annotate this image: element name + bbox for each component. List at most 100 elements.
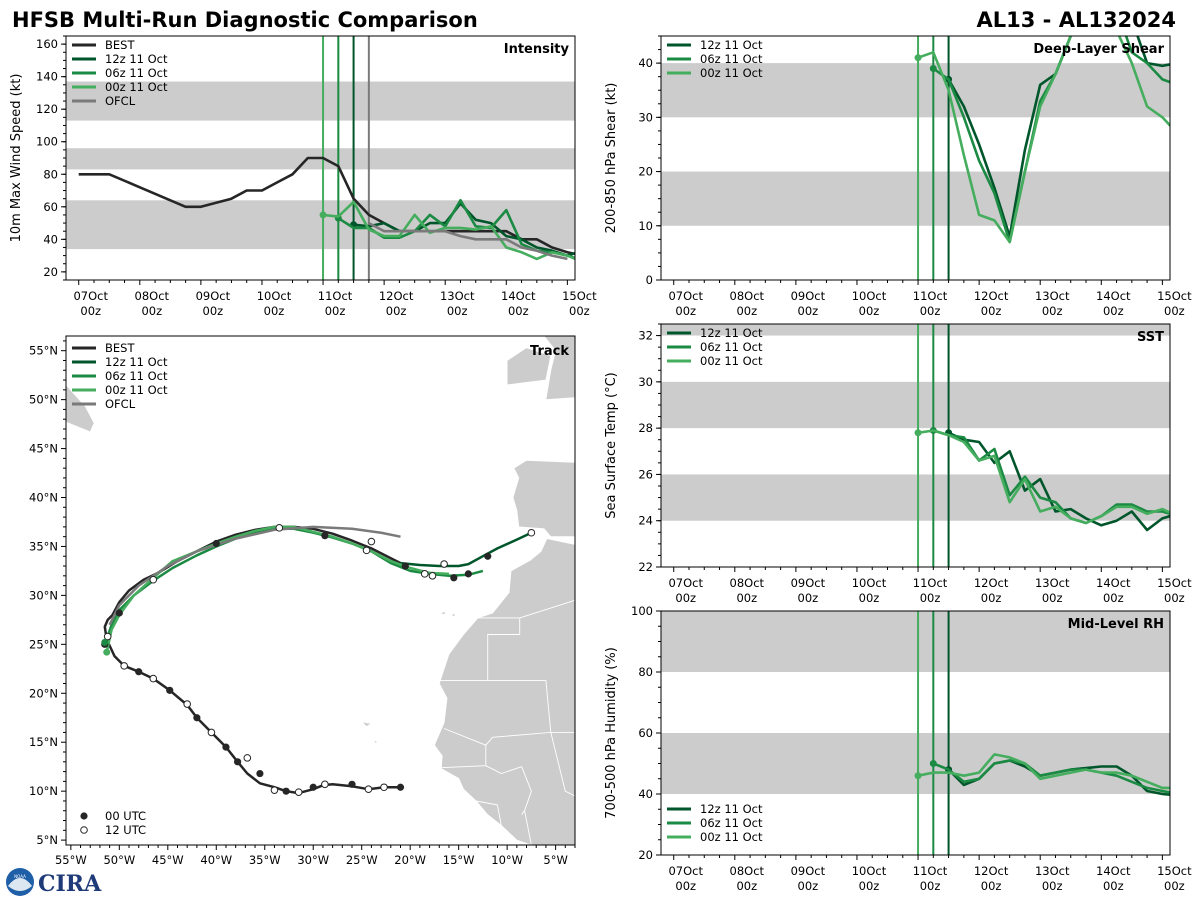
y-tick-label: 40 bbox=[43, 232, 58, 246]
y-tick-label: 0 bbox=[646, 273, 653, 287]
y-tick-label: 60 bbox=[43, 200, 58, 214]
legend-label: 12z 11 Oct bbox=[700, 802, 763, 816]
x-tick-time: 00z bbox=[1042, 304, 1063, 318]
threshold-band-0 bbox=[66, 200, 575, 250]
threshold-band-1 bbox=[661, 611, 1170, 672]
marker-12utc bbox=[120, 662, 128, 670]
x-tick-day: 08Oct bbox=[730, 864, 765, 878]
series-line-ofcl bbox=[368, 221, 568, 261]
x-tick-day: 10Oct bbox=[852, 289, 887, 303]
marker-00utc bbox=[464, 570, 472, 578]
panel-title: Intensity bbox=[504, 42, 570, 57]
series-group bbox=[914, 36, 1170, 244]
marker-00utc bbox=[256, 769, 264, 778]
marker-12utc bbox=[364, 785, 373, 794]
storm-id-title: AL13 - AL132024 bbox=[977, 8, 1177, 32]
track-line-ofcl bbox=[108, 525, 401, 626]
marker-00utc bbox=[401, 562, 409, 570]
iberia-land bbox=[512, 459, 575, 538]
x-tick-day: 07Oct bbox=[668, 864, 703, 878]
x-tick-day: 13Oct bbox=[1035, 576, 1070, 590]
lat-tick-label: 35°N bbox=[29, 539, 58, 553]
ireland-land bbox=[506, 347, 552, 386]
map-frame bbox=[65, 335, 576, 846]
y-tick-label: 60 bbox=[638, 726, 653, 740]
series-group bbox=[914, 426, 1170, 532]
legend-label: 12z 11 Oct bbox=[105, 52, 168, 66]
y-tick-label: 40 bbox=[638, 787, 653, 801]
sst-panel: 22242628303207Oct00z08Oct00z09Oct00z10Oc… bbox=[604, 323, 1192, 605]
marker-00utc bbox=[321, 532, 329, 540]
marker-12utc bbox=[367, 537, 376, 546]
series-line-00z-11-oct bbox=[917, 753, 1170, 790]
y-tick-label: 32 bbox=[638, 329, 653, 343]
x-tick-time: 00z bbox=[981, 304, 1002, 318]
x-tick-time: 00z bbox=[386, 304, 407, 318]
track-line-12z-11-oct bbox=[400, 531, 532, 568]
series-line-06z-11-oct bbox=[337, 199, 575, 260]
y-tick-label: 26 bbox=[638, 467, 653, 481]
series-start-dot-1 bbox=[929, 760, 937, 767]
lat-tick-label: 45°N bbox=[29, 442, 58, 456]
marker-00utc bbox=[282, 787, 290, 795]
legend-label: 12z 11 Oct bbox=[700, 326, 763, 340]
legend-label: 00z 11 Oct bbox=[105, 80, 168, 94]
x-tick-day: 12Oct bbox=[974, 864, 1009, 878]
series-line-00z-11-oct bbox=[917, 429, 1170, 525]
x-tick-time: 00z bbox=[1103, 304, 1124, 318]
x-tick-day: 07Oct bbox=[668, 576, 703, 590]
x-tick-time: 00z bbox=[141, 304, 162, 318]
marker-12utc bbox=[428, 572, 437, 580]
panel-title: Deep-Layer Shear bbox=[1033, 42, 1164, 57]
x-tick-time: 00z bbox=[80, 304, 101, 318]
legend-label: 06z 11 Oct bbox=[105, 66, 168, 80]
marker-00utc bbox=[348, 780, 356, 788]
y-axis-label: 10m Max Wind Speed (kt) bbox=[9, 74, 24, 243]
x-tick-day: 13Oct bbox=[440, 289, 475, 303]
newfoundland-land bbox=[66, 384, 95, 433]
x-tick-day: 09Oct bbox=[196, 289, 231, 303]
lat-tick-label: 25°N bbox=[29, 637, 58, 651]
x-tick-time: 00z bbox=[920, 591, 941, 605]
x-tick-time: 00z bbox=[798, 879, 819, 893]
noaa-badge-text: NOAA bbox=[14, 874, 26, 879]
marker-12utc bbox=[149, 674, 158, 683]
threshold-band-2 bbox=[661, 324, 1170, 336]
lat-tick-label: 5°N bbox=[36, 833, 58, 847]
series-start-dot-2 bbox=[914, 429, 922, 437]
y-tick-label: 30 bbox=[638, 375, 653, 389]
series-start-dot-2 bbox=[914, 772, 922, 780]
x-tick-day: 15Oct bbox=[1157, 576, 1192, 590]
y-tick-label: 10 bbox=[638, 219, 653, 233]
marker-12utc bbox=[243, 754, 252, 762]
x-tick-time: 00z bbox=[1103, 591, 1124, 605]
marker-12utc bbox=[420, 570, 429, 578]
border-morocco-algeria bbox=[519, 599, 575, 619]
border-liberia bbox=[524, 810, 532, 845]
x-tick-time: 00z bbox=[203, 304, 224, 318]
lat-tick-label: 30°N bbox=[29, 588, 58, 602]
marker-00utc bbox=[135, 668, 143, 676]
y-tick-label: 20 bbox=[638, 848, 653, 862]
x-tick-day: 14Oct bbox=[501, 289, 536, 303]
x-tick-day: 07Oct bbox=[73, 289, 108, 303]
x-tick-day: 08Oct bbox=[730, 576, 765, 590]
legend-label: OFCL bbox=[105, 397, 136, 411]
threshold-band-0 bbox=[661, 733, 1170, 794]
x-tick-time: 00z bbox=[1103, 879, 1124, 893]
x-tick-day: 11Oct bbox=[913, 864, 948, 878]
series-line-06z-11-oct bbox=[932, 36, 1170, 244]
series-line-00z-11-oct bbox=[322, 200, 575, 261]
legend-label: 00 UTC bbox=[105, 809, 146, 823]
x-tick-time: 00z bbox=[447, 304, 468, 318]
track-panel: 55°W 50°W 45°W 40°W 35°W 30°W 25°W 20°W 15°W 10°W… bbox=[29, 335, 576, 867]
y-tick-label: 140 bbox=[36, 70, 58, 84]
y-tick-label: 20 bbox=[638, 165, 653, 179]
legend-marker-12utc bbox=[80, 826, 88, 834]
x-tick-day: 10Oct bbox=[852, 576, 887, 590]
x-tick-day: 15Oct bbox=[562, 289, 597, 303]
marker-00utc bbox=[166, 686, 174, 694]
legend-label: 06z 11 Oct bbox=[700, 52, 763, 66]
lon-tick-label: 25°W bbox=[346, 853, 378, 867]
x-tick-day: 08Oct bbox=[730, 289, 765, 303]
